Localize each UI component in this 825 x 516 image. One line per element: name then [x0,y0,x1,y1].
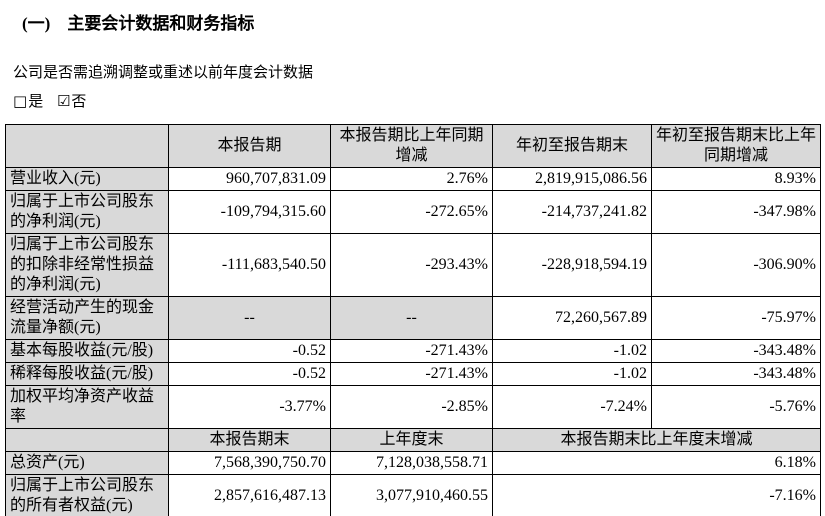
cell-ytd-yoy: -343.48% [651,339,821,363]
table-header-row-2: 本报告期末 上年度末 本报告期末比上年度末增减 [5,428,821,452]
header-period-end-change: 本报告期末比上年度末增减 [492,428,821,452]
cell-prev-year-end: 7,128,038,558.71 [330,451,493,475]
cell-current: -3.77% [168,385,331,429]
table-row-revenue: 营业收入(元) 960,707,831.09 2.76% 2,819,915,0… [5,167,821,191]
cell-ytd: -1.02 [492,339,652,363]
row-label: 加权平均净资产收益率 [5,385,169,429]
cell-ytd-yoy: -343.48% [651,362,821,386]
row-label: 归属于上市公司股东的所有者权益(元) [5,474,169,516]
table-row-total-assets: 总资产(元) 7,568,390,750.70 7,128,038,558.71… [5,451,821,475]
row-label: 营业收入(元) [5,167,169,191]
table-row-operating-cash-flow: 经营活动产生的现金流量净额(元) -- -- 72,260,567.89 -75… [5,296,821,340]
section-heading: (一) 主要会计数据和财务指标 [22,9,825,34]
header-ytd: 年初至报告期末 [492,124,652,168]
choice-yes-label: 是 [28,94,44,110]
cell-change: -7.16% [492,474,821,516]
header-prev-year-end: 上年度末 [330,428,493,452]
cell-yoy: -293.43% [330,233,493,297]
cell-current: 960,707,831.09 [168,167,331,191]
cell-ytd-yoy: -347.98% [651,190,821,234]
cell-ytd: 2,819,915,086.56 [492,167,652,191]
choice-yes: □是 [13,92,44,110]
table-row-basic-eps: 基本每股收益(元/股) -0.52 -271.43% -1.02 -343.48… [5,339,821,363]
cell-prev-year-end: 3,077,910,460.55 [330,474,493,516]
cell-yoy: 2.76% [330,167,493,191]
cell-current: -0.52 [168,339,331,363]
row-label: 基本每股收益(元/股) [5,339,169,363]
cell-ytd: -214,737,241.82 [492,190,652,234]
section-number: (一) [22,14,51,33]
cell-ytd-yoy: 8.93% [651,167,821,191]
table-row-weighted-avg-roe: 加权平均净资产收益率 -3.77% -2.85% -7.24% -5.76% [5,385,821,429]
cell-period-end: 2,857,616,487.13 [168,474,331,516]
cell-yoy: -- [330,296,493,340]
cell-current: -0.52 [168,362,331,386]
section-title: 主要会计数据和财务指标 [67,14,255,33]
restatement-question: 公司是否需追溯调整或重述以前年度会计数据 [13,65,314,81]
header-empty-cell [5,124,169,168]
cell-yoy: -271.43% [330,339,493,363]
restatement-choices: □是 ☑否 [13,90,825,111]
table-header-row-1: 本报告期 本报告期比上年同期增减 年初至报告期末 年初至报告期末比上年同期增减 [5,124,821,168]
choice-no: ☑否 [56,92,87,110]
table-row-net-profit-excl-nonrecurring: 归属于上市公司股东的扣除非经常性损益的净利润(元) -111,683,540.5… [5,233,821,297]
cell-ytd: -228,918,594.19 [492,233,652,297]
header-period-end: 本报告期末 [168,428,331,452]
header-ytd-yoy: 年初至报告期末比上年同期增减 [651,124,821,168]
cell-current: -111,683,540.50 [168,233,331,297]
financial-indicators-table: 本报告期 本报告期比上年同期增减 年初至报告期末 年初至报告期末比上年同期增减 … [5,124,821,516]
cell-ytd-yoy: -75.97% [651,296,821,340]
cell-yoy: -271.43% [330,362,493,386]
table-row-net-profit: 归属于上市公司股东的净利润(元) -109,794,315.60 -272.65… [5,190,821,234]
checkbox-unchecked-icon: □ [13,92,28,110]
table-row-shareholders-equity: 归属于上市公司股东的所有者权益(元) 2,857,616,487.13 3,07… [5,474,821,516]
header-empty-cell [5,428,169,452]
row-label: 归属于上市公司股东的净利润(元) [5,190,169,234]
cell-yoy: -2.85% [330,385,493,429]
cell-ytd: -1.02 [492,362,652,386]
cell-current: -109,794,315.60 [168,190,331,234]
checkbox-checked-icon: ☑ [56,92,71,110]
header-current-period-yoy: 本报告期比上年同期增减 [330,124,493,168]
row-label: 经营活动产生的现金流量净额(元) [5,296,169,340]
header-current-period: 本报告期 [168,124,331,168]
cell-ytd-yoy: -306.90% [651,233,821,297]
row-label: 总资产(元) [5,451,169,475]
choice-no-label: 否 [71,94,87,110]
cell-change: 6.18% [492,451,821,475]
cell-ytd: 72,260,567.89 [492,296,652,340]
cell-period-end: 7,568,390,750.70 [168,451,331,475]
row-label: 归属于上市公司股东的扣除非经常性损益的净利润(元) [5,233,169,297]
table-row-diluted-eps: 稀释每股收益(元/股) -0.52 -271.43% -1.02 -343.48… [5,362,821,386]
cell-ytd-yoy: -5.76% [651,385,821,429]
cell-current: -- [168,296,331,340]
cell-ytd: -7.24% [492,385,652,429]
cell-yoy: -272.65% [330,190,493,234]
row-label: 稀释每股收益(元/股) [5,362,169,386]
